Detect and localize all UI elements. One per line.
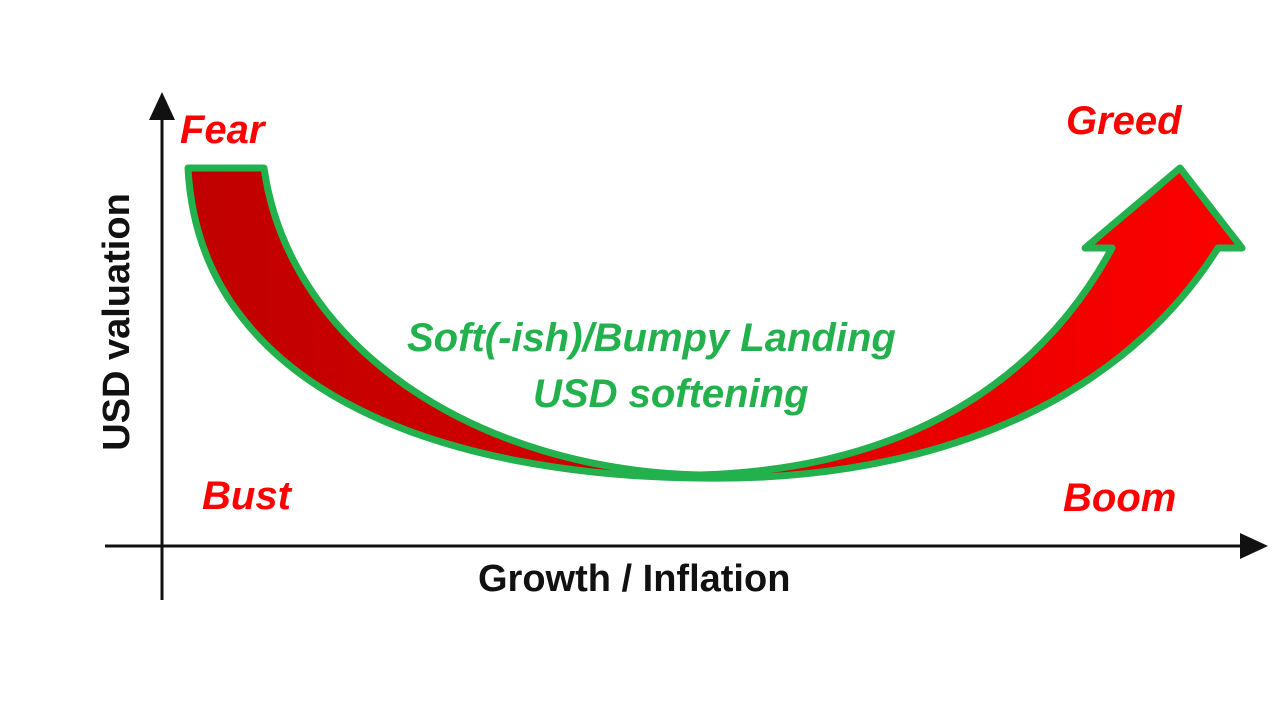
greed-label: Greed xyxy=(1066,99,1182,143)
center-label-landing: Soft(-ish)/Bumpy Landing xyxy=(407,316,896,360)
y-axis-label: USD valuation xyxy=(96,193,138,451)
smile-arrow xyxy=(184,164,1246,482)
bust-label: Bust xyxy=(202,474,291,518)
x-axis-label: Growth / Inflation xyxy=(478,558,791,600)
center-label-usd-softening: USD softening xyxy=(533,372,809,416)
y-axis-arrowhead xyxy=(149,92,175,120)
x-axis-arrowhead xyxy=(1240,533,1268,559)
boom-label: Boom xyxy=(1063,476,1177,520)
fear-label: Fear xyxy=(180,108,265,152)
